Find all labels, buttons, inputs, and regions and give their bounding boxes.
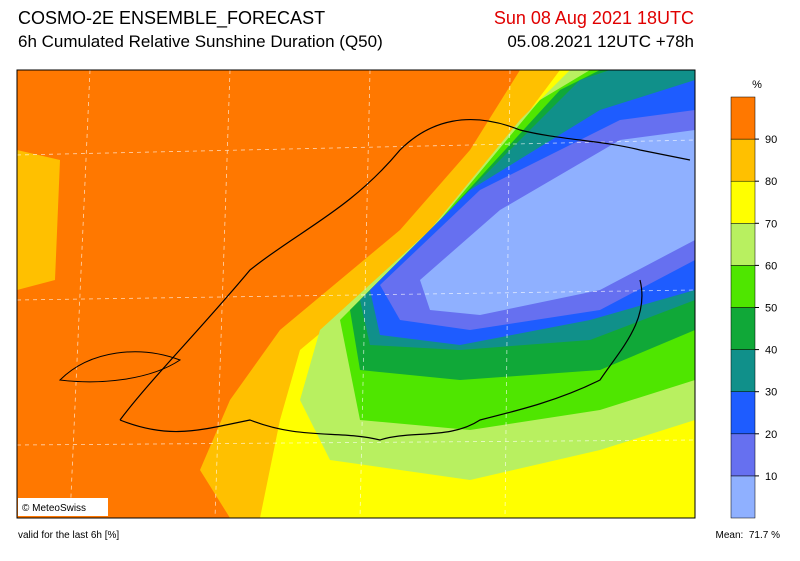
colorbar-label: 50 [765, 303, 777, 315]
subtitle: 6h Cumulated Relative Sunshine Duration … [18, 32, 383, 51]
mean-unit: % [771, 530, 780, 541]
colorbar: 10 20 30 40 50 60 70 80 90 [730, 96, 777, 519]
colorbar-label: 60 [765, 260, 777, 272]
legend-unit: % [752, 79, 762, 91]
colorbar-bin [730, 433, 756, 477]
title: COSMO-2E ENSEMBLE_FORECAST [18, 8, 326, 28]
colorbar-label: 20 [765, 429, 777, 441]
colorbar-label: 80 [765, 176, 777, 188]
colorbar-label: 90 [765, 134, 777, 146]
map-frame [16, 69, 696, 519]
colorbar-label: 10 [765, 471, 777, 483]
colorbar-label: 70 [765, 218, 777, 230]
colorbar-bin [730, 265, 756, 308]
colorbar-bin [730, 475, 756, 519]
mean: Mean: 71.7 % [715, 530, 780, 541]
map: © MeteoSwiss [17, 70, 695, 518]
copyright: © MeteoSwiss [22, 503, 86, 514]
colorbar-bin [730, 349, 756, 392]
colorbar-label: 40 [765, 345, 777, 357]
mean-label: Mean: [715, 530, 744, 541]
lake [58, 351, 182, 383]
field [420, 130, 695, 315]
mean-value: 71.7 [748, 530, 769, 541]
footer-note: valid for the last 6h [%] [18, 530, 120, 541]
colorbar-label: 30 [765, 387, 777, 399]
colorbar-bin [730, 138, 756, 182]
run-time: 05.08.2021 12UTC +78h [507, 32, 694, 51]
colorbar-bin [730, 96, 756, 140]
colorbar-bin [730, 223, 756, 266]
valid-time: Sun 08 Aug 2021 18UTC [493, 8, 694, 28]
border [119, 119, 691, 441]
graticule [17, 70, 695, 518]
colorbar-bin [730, 180, 756, 224]
colorbar-bin [730, 307, 756, 350]
copyright-box [18, 498, 108, 516]
colorbar-bin [730, 391, 756, 435]
field [17, 150, 60, 290]
